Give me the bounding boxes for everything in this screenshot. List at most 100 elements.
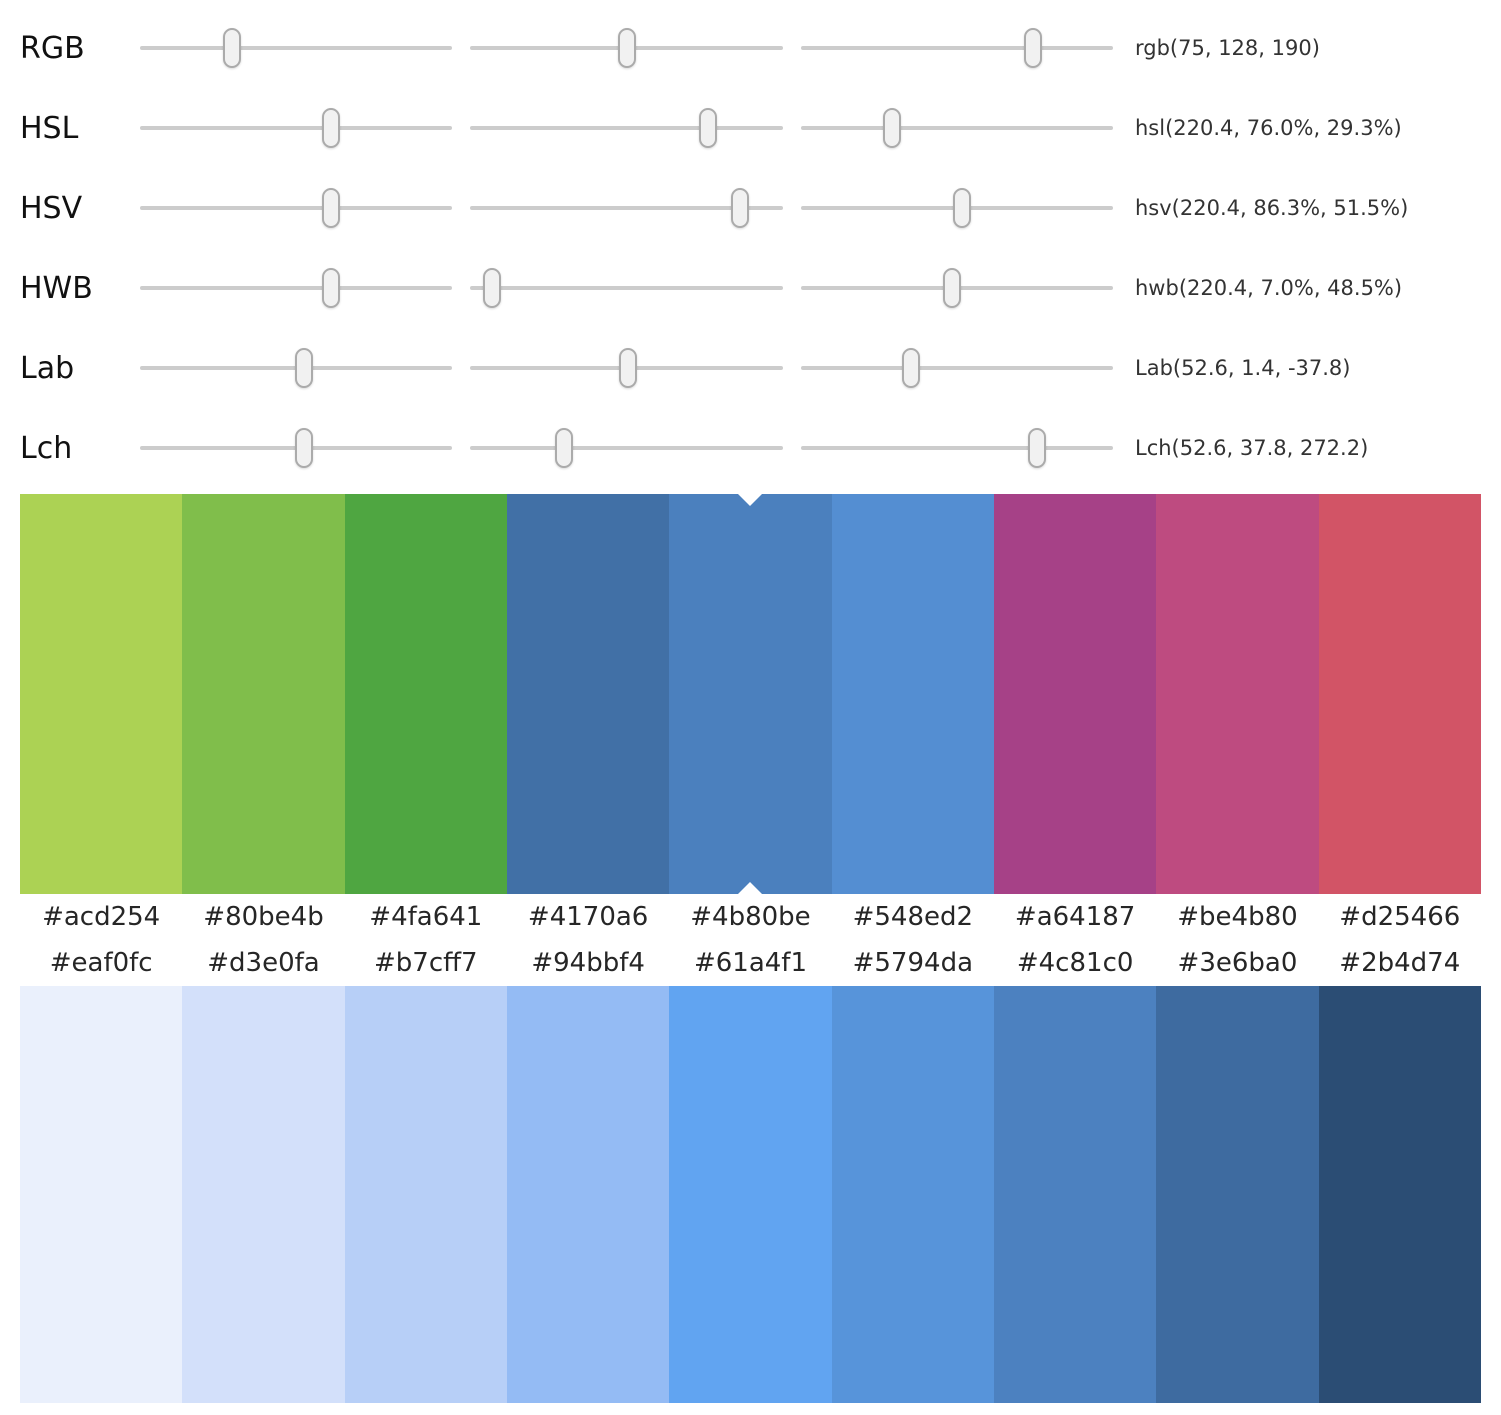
scale-swatch[interactable] xyxy=(831,986,994,1403)
color-value-readout: hsl(220.4, 76.0%, 29.3%) xyxy=(1135,116,1402,140)
colorspace-label: Lch xyxy=(20,430,73,466)
slider-handle[interactable] xyxy=(1027,428,1046,468)
slider-channel-2[interactable] xyxy=(470,265,783,311)
slider-handle[interactable] xyxy=(322,188,341,228)
slider-track[interactable] xyxy=(800,366,1113,370)
slider-channel-1[interactable] xyxy=(140,25,453,71)
scale-swatch[interactable] xyxy=(506,986,670,1403)
slider-channel-3[interactable] xyxy=(800,25,1113,71)
slider-handle[interactable] xyxy=(483,268,502,308)
scale-hex-labels: #eaf0fc #d3e0fa #b7cff7 #94bbf4 #61a4f1 … xyxy=(20,940,1481,986)
color-value-readout: hwb(220.4, 7.0%, 48.5%) xyxy=(1135,276,1403,300)
hex-label: #4b80be xyxy=(690,902,811,932)
scale-swatch[interactable] xyxy=(182,986,345,1403)
slider-track[interactable] xyxy=(470,286,783,290)
palette-swatch[interactable] xyxy=(669,494,832,894)
slider-group xyxy=(140,105,1113,151)
slider-channel-1[interactable] xyxy=(140,105,453,151)
slider-channel-2[interactable] xyxy=(470,345,783,391)
slider-group xyxy=(140,265,1113,311)
slider-channel-3[interactable] xyxy=(800,265,1113,311)
palette-swatch[interactable] xyxy=(1156,494,1319,894)
scale-swatch[interactable] xyxy=(993,986,1157,1403)
hex-label: #4c81c0 xyxy=(1016,948,1134,978)
slider-handle[interactable] xyxy=(883,108,902,148)
slider-handle[interactable] xyxy=(730,188,749,228)
slider-row-lab: Lab Lab(52.6, 1.4, -37.8) xyxy=(20,328,1481,408)
slider-channel-1[interactable] xyxy=(140,265,453,311)
slider-channel-2[interactable] xyxy=(470,105,783,151)
hex-label: #4170a6 xyxy=(527,902,649,932)
slider-handle[interactable] xyxy=(619,348,638,388)
palette-swatch[interactable] xyxy=(182,494,345,894)
slider-handle[interactable] xyxy=(943,268,962,308)
slider-group xyxy=(140,345,1113,391)
colorspace-label: HSV xyxy=(20,190,83,226)
scale-swatch[interactable] xyxy=(1318,986,1481,1403)
hex-label: #2b4d74 xyxy=(1339,948,1461,978)
colorspace-label: HWB xyxy=(20,270,93,306)
slider-channel-3[interactable] xyxy=(800,185,1113,231)
palette-swatch[interactable] xyxy=(506,494,670,894)
slider-track[interactable] xyxy=(140,126,453,130)
slider-track[interactable] xyxy=(140,206,453,210)
slider-channel-1[interactable] xyxy=(140,425,453,471)
slider-track[interactable] xyxy=(800,446,1113,450)
hex-label: #d25466 xyxy=(1339,902,1461,932)
hex-label: #61a4f1 xyxy=(693,948,807,978)
slider-row-rgb: RGB rgb(75, 128, 190) xyxy=(20,8,1481,88)
slider-channel-3[interactable] xyxy=(800,105,1113,151)
scale-swatch[interactable] xyxy=(20,986,183,1403)
slider-track[interactable] xyxy=(140,286,453,290)
hex-label: #80be4b xyxy=(203,902,324,932)
slider-group xyxy=(140,425,1113,471)
colorspace-label: Lab xyxy=(20,350,75,386)
color-value-readout: Lch(52.6, 37.8, 272.2) xyxy=(1135,436,1369,460)
slider-group xyxy=(140,25,1113,71)
color-value-readout: hsv(220.4, 86.3%, 51.5%) xyxy=(1135,196,1409,220)
slider-channel-3[interactable] xyxy=(800,345,1113,391)
slider-track[interactable] xyxy=(470,126,783,130)
slider-handle[interactable] xyxy=(322,268,341,308)
slider-handle[interactable] xyxy=(295,348,314,388)
slider-handle[interactable] xyxy=(618,28,637,68)
palette-swatch[interactable] xyxy=(993,494,1157,894)
slider-channel-1[interactable] xyxy=(140,345,453,391)
slider-handle[interactable] xyxy=(222,28,241,68)
slider-handle[interactable] xyxy=(295,428,314,468)
palette-swatch[interactable] xyxy=(831,494,994,894)
colorspace-label: RGB xyxy=(20,30,85,66)
scale-swatch[interactable] xyxy=(669,986,832,1403)
slider-channel-3[interactable] xyxy=(800,425,1113,471)
scale-swatch[interactable] xyxy=(1156,986,1319,1403)
slider-handle[interactable] xyxy=(901,348,920,388)
slider-handle[interactable] xyxy=(952,188,971,228)
slider-handle[interactable] xyxy=(555,428,574,468)
hex-label: #acd254 xyxy=(42,902,161,932)
slider-channel-2[interactable] xyxy=(470,185,783,231)
slider-handle[interactable] xyxy=(322,108,341,148)
slider-handle[interactable] xyxy=(1024,28,1043,68)
scale-swatch[interactable] xyxy=(344,986,507,1403)
hex-label: #548ed2 xyxy=(852,902,974,932)
hex-label: #a64187 xyxy=(1014,902,1136,932)
palette-swatch[interactable] xyxy=(344,494,507,894)
hex-label: #eaf0fc xyxy=(49,948,153,978)
slider-handle[interactable] xyxy=(698,108,717,148)
slider-track[interactable] xyxy=(470,206,783,210)
slider-track[interactable] xyxy=(800,46,1113,50)
slider-track[interactable] xyxy=(470,446,783,450)
palette-swatch[interactable] xyxy=(20,494,183,894)
color-value-readout: Lab(52.6, 1.4, -37.8) xyxy=(1135,356,1351,380)
slider-row-hwb: HWB hwb(220.4, 7.0%, 48.5%) xyxy=(20,248,1481,328)
slider-channel-2[interactable] xyxy=(470,25,783,71)
slider-channel-1[interactable] xyxy=(140,185,453,231)
colorspace-label: HSL xyxy=(20,110,79,146)
palette-swatch[interactable] xyxy=(1318,494,1481,894)
slider-group xyxy=(140,185,1113,231)
slider-track[interactable] xyxy=(140,46,453,50)
slider-track[interactable] xyxy=(800,126,1113,130)
slider-channel-2[interactable] xyxy=(470,425,783,471)
hex-label: #94bbf4 xyxy=(531,948,645,978)
